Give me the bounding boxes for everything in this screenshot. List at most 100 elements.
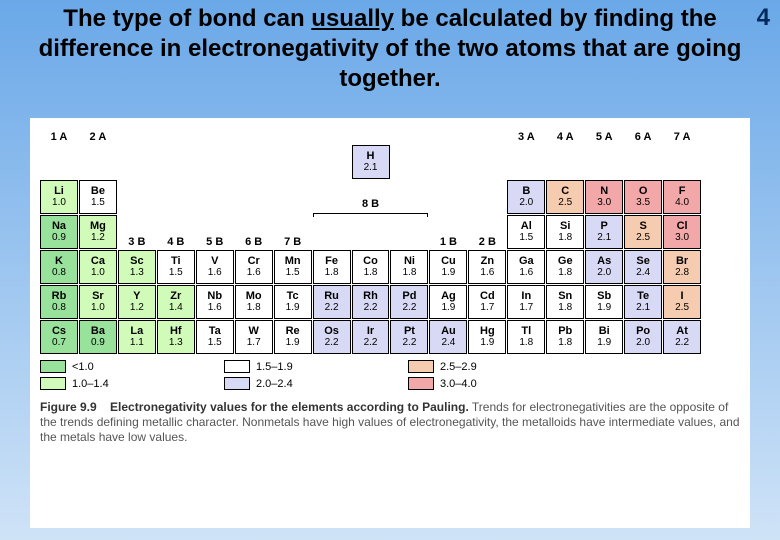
element-cell: W1.7 [235, 320, 273, 354]
element-en: 0.7 [52, 338, 66, 349]
element-symbol: Rh [363, 291, 378, 303]
slide-title: The type of bond can usually be calculat… [0, 0, 780, 94]
element-en: 1.8 [247, 303, 261, 314]
element-cell: As2.0 [585, 250, 623, 284]
element-cell: Cs0.7 [40, 320, 78, 354]
element-en: 2.1 [364, 163, 378, 174]
element-en: 1.6 [208, 268, 222, 279]
element-en: 1.8 [403, 268, 417, 279]
element-en: 1.8 [558, 303, 572, 314]
element-cell: O3.5 [624, 180, 662, 214]
element-cell: Sn1.8 [546, 285, 584, 319]
element-symbol: Cu [441, 256, 456, 268]
element-symbol: Nb [207, 291, 222, 303]
element-symbol: F [679, 186, 686, 198]
element-symbol: Zr [170, 291, 181, 303]
group-8b-bracket: 8 B [313, 215, 429, 249]
page-number: 4 [757, 4, 770, 32]
element-en: 2.2 [325, 303, 339, 314]
element-cell: Os2.2 [313, 320, 351, 354]
element-symbol: Pb [558, 326, 572, 338]
element-cell: Re1.9 [274, 320, 312, 354]
element-en: 1.5 [286, 268, 300, 279]
element-symbol: Sc [130, 256, 143, 268]
element-symbol: Cs [52, 326, 66, 338]
element-symbol: Se [636, 256, 649, 268]
element-symbol: Ir [367, 326, 374, 338]
element-en: 2.2 [325, 338, 339, 349]
legend-label: <1.0 [72, 361, 94, 373]
figure-panel: 1 A2 A3 A4 A5 A6 A7 AH2.13 B4 B5 B6 B7 B… [30, 118, 750, 528]
group-header: 4 A [546, 126, 584, 144]
element-cell: Co1.8 [352, 250, 390, 284]
element-symbol: Ba [91, 326, 105, 338]
element-cell: Nb1.6 [196, 285, 234, 319]
element-symbol: Co [363, 256, 378, 268]
figure-number: Figure 9.9 [40, 400, 97, 414]
group-header: 7 A [663, 126, 701, 144]
element-en: 1.9 [597, 303, 611, 314]
element-cell: P2.1 [585, 215, 623, 249]
legend-swatch [408, 360, 434, 373]
element-en: 1.7 [519, 303, 533, 314]
element-symbol: Cr [248, 256, 260, 268]
group-header: 2 A [79, 126, 117, 144]
element-cell: At2.2 [663, 320, 701, 354]
legend-item: 2.0–2.4 [224, 377, 374, 390]
element-en: 0.9 [91, 338, 105, 349]
element-symbol: La [130, 326, 143, 338]
element-en: 2.1 [636, 303, 650, 314]
group-header: 5 B [196, 215, 234, 249]
element-cell: Rh2.2 [352, 285, 390, 319]
element-en: 2.2 [364, 338, 378, 349]
element-en: 3.5 [636, 198, 650, 209]
element-en: 1.0 [52, 198, 66, 209]
element-cell: Hg1.9 [468, 320, 506, 354]
element-symbol: P [601, 221, 608, 233]
element-cell: Fe1.8 [313, 250, 351, 284]
element-en: 1.8 [558, 268, 572, 279]
element-cell: Ir2.2 [352, 320, 390, 354]
element-cell: Ge1.8 [546, 250, 584, 284]
element-en: 0.8 [52, 268, 66, 279]
legend-swatch [40, 360, 66, 373]
element-symbol: C [561, 186, 569, 198]
element-symbol: Ta [209, 326, 221, 338]
element-en: 4.0 [675, 198, 689, 209]
element-cell: Te2.1 [624, 285, 662, 319]
element-cell: In1.7 [507, 285, 545, 319]
element-en: 1.2 [130, 303, 144, 314]
element-symbol: O [639, 186, 648, 198]
element-symbol: Na [52, 221, 66, 233]
element-cell: Ga1.6 [507, 250, 545, 284]
legend-swatch [408, 377, 434, 390]
element-en: 1.7 [247, 338, 261, 349]
legend-item: 1.0–1.4 [40, 377, 190, 390]
element-en: 1.4 [169, 303, 183, 314]
element-cell: H2.1 [352, 145, 390, 179]
group-header: 1 A [40, 126, 78, 144]
element-symbol: Te [637, 291, 649, 303]
element-symbol: Li [54, 186, 64, 198]
legend-label: 1.5–1.9 [256, 361, 293, 373]
element-cell: Cr1.6 [235, 250, 273, 284]
element-symbol: B [522, 186, 530, 198]
element-en: 2.0 [636, 338, 650, 349]
element-cell: Cl3.0 [663, 215, 701, 249]
element-symbol: Fe [325, 256, 338, 268]
legend: <1.01.5–1.92.5–2.91.0–1.42.0–2.43.0–4.0 [40, 360, 740, 390]
element-en: 1.9 [286, 338, 300, 349]
element-cell: C2.5 [546, 180, 584, 214]
group-header: 2 B [468, 215, 506, 249]
element-cell: Tc1.9 [274, 285, 312, 319]
element-cell: Si1.8 [546, 215, 584, 249]
element-en: 1.8 [519, 338, 533, 349]
slide: 4 The type of bond can usually be calcul… [0, 0, 780, 540]
element-en: 1.9 [441, 268, 455, 279]
legend-item: 2.5–2.9 [408, 360, 558, 373]
group-header: 5 A [585, 126, 623, 144]
element-symbol: Hg [480, 326, 495, 338]
element-en: 1.5 [91, 198, 105, 209]
group-header: 6 B [235, 215, 273, 249]
element-symbol: Br [676, 256, 688, 268]
